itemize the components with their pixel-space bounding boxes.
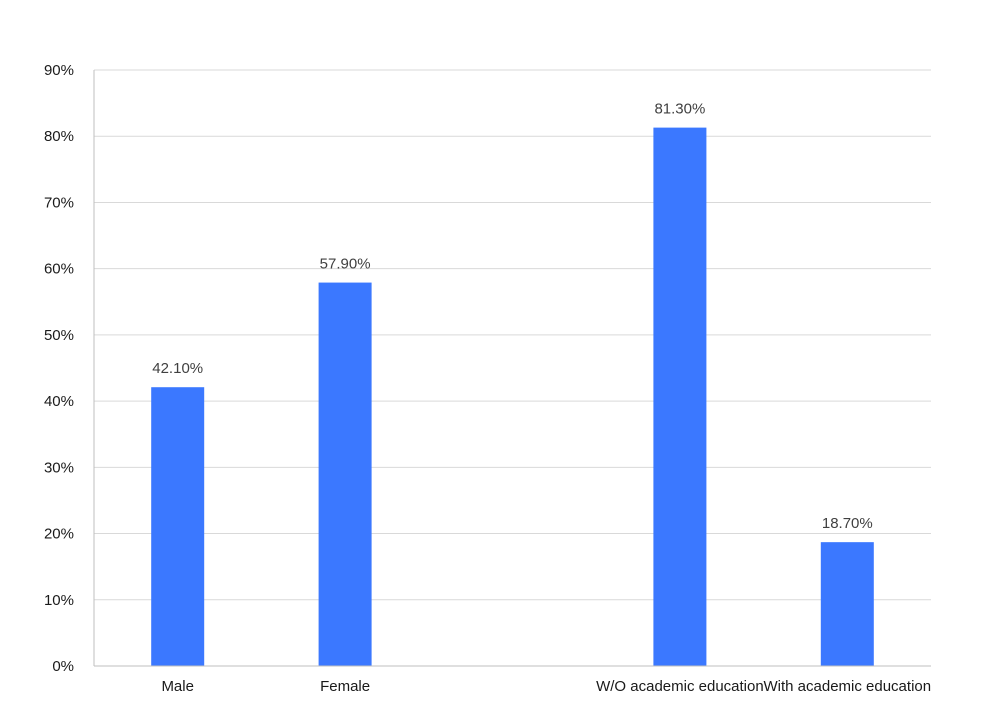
bar [820,542,874,666]
x-category-label: W/O academic education [596,678,764,695]
data-label: 81.30% [654,101,705,118]
y-tick-label: 10% [44,592,74,609]
y-tick-label: 60% [44,261,74,278]
bars [151,127,874,666]
y-tick-label: 30% [44,459,74,476]
x-category-label: Male [161,678,194,695]
data-label: 42.10% [152,360,203,377]
bar [151,387,205,666]
labels: 0% 10% 20% 30% 40% 50% 60% 70% 80% 90% 42.10% Male 5… [44,62,931,695]
bar [318,282,372,666]
y-tick-label: 20% [44,526,74,543]
y-tick-label: 40% [44,393,74,410]
x-category-label: Female [320,678,370,695]
y-tick-label: 70% [44,194,74,211]
y-tick-label: 0% [52,658,74,675]
y-tick-label: 80% [44,128,74,145]
axes [93,70,931,667]
y-tick-label: 50% [44,327,74,344]
y-tick-label: 90% [44,62,74,79]
data-label: 18.70% [822,515,873,532]
data-label: 57.90% [320,256,371,273]
gridlines [94,69,931,601]
x-category-label: With academic education [764,678,932,695]
bar [653,127,707,666]
